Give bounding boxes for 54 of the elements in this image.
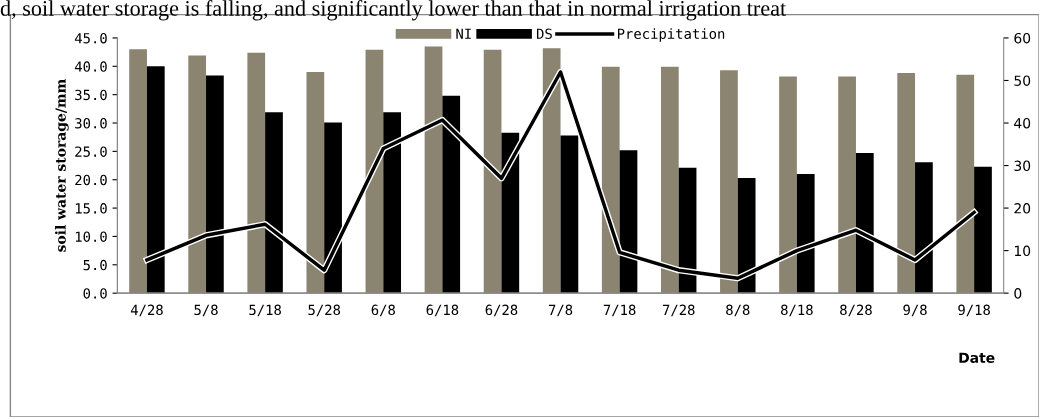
y-tick-label: 40.0 — [74, 61, 107, 72]
y-tick-label: 35.0 — [75, 89, 107, 101]
bar — [956, 74, 975, 294]
bar — [720, 70, 738, 294]
x-axis-title: Date — [959, 352, 995, 363]
legend-label: DS — [536, 28, 552, 40]
bar — [897, 73, 916, 294]
bar — [560, 135, 579, 294]
y-tick-label: 25.0 — [75, 146, 107, 157]
x-tick-label: 5/8 — [194, 304, 218, 317]
x-tick-label: 7/18 — [603, 304, 636, 317]
x-tick-label: 7/8 — [548, 304, 573, 317]
bar — [129, 49, 147, 294]
bar — [306, 71, 325, 294]
y2-tick-label: 20 — [1014, 203, 1031, 214]
x-tick-label: 7/28 — [662, 304, 695, 317]
y-tick-label: 15.0 — [75, 203, 107, 214]
x-tick-label: 6/8 — [371, 304, 395, 317]
bar — [542, 48, 561, 294]
y-tick-label: 5.0 — [83, 259, 107, 271]
x-tick-label: 9/8 — [903, 304, 927, 317]
y-tick-label: 20.0 — [75, 174, 107, 186]
bar — [247, 52, 266, 294]
bar — [660, 66, 679, 294]
bar — [188, 55, 207, 294]
bar — [601, 66, 620, 294]
x-tick-label: 8/28 — [840, 304, 872, 317]
x-tick-label: 5/28 — [308, 304, 341, 317]
y-tick-label: 45.0 — [74, 32, 107, 44]
bar — [483, 49, 502, 294]
text: d, soil water storage is falling, and significantly lower than that in normal irrigation treat — [0, 0, 787, 21]
bar — [838, 76, 856, 294]
x-tick-label: 6/28 — [485, 304, 518, 317]
x-tick-label: 6/18 — [426, 304, 459, 317]
bar — [365, 49, 384, 294]
bar — [424, 46, 443, 294]
y2-tick-label: 60 — [1014, 32, 1031, 44]
y2-tick-label: 40 — [1014, 117, 1031, 129]
x-tick-label: 4/28 — [130, 304, 163, 317]
y2-tick-label: 10 — [1014, 245, 1031, 257]
legend-label: NI — [456, 28, 471, 39]
x-tick-label: 8/8 — [726, 304, 750, 317]
y2-tick-label: 0 — [1014, 288, 1022, 299]
y-tick-label: 30.0 — [75, 118, 107, 129]
x-tick-label: 9/18 — [958, 304, 990, 317]
y2-tick-label: 50 — [1014, 75, 1031, 86]
bar — [779, 76, 797, 294]
y-axis-title: soil water storage/mm — [55, 79, 69, 252]
y-tick-label: 0.0 — [83, 288, 107, 299]
x-tick-label: 8/18 — [781, 304, 813, 317]
y-tick-label: 10.0 — [75, 231, 107, 242]
x-tick-label: 5/18 — [249, 304, 281, 317]
legend-label: Precipitation — [618, 28, 725, 42]
y2-tick-label: 30 — [1014, 160, 1031, 172]
